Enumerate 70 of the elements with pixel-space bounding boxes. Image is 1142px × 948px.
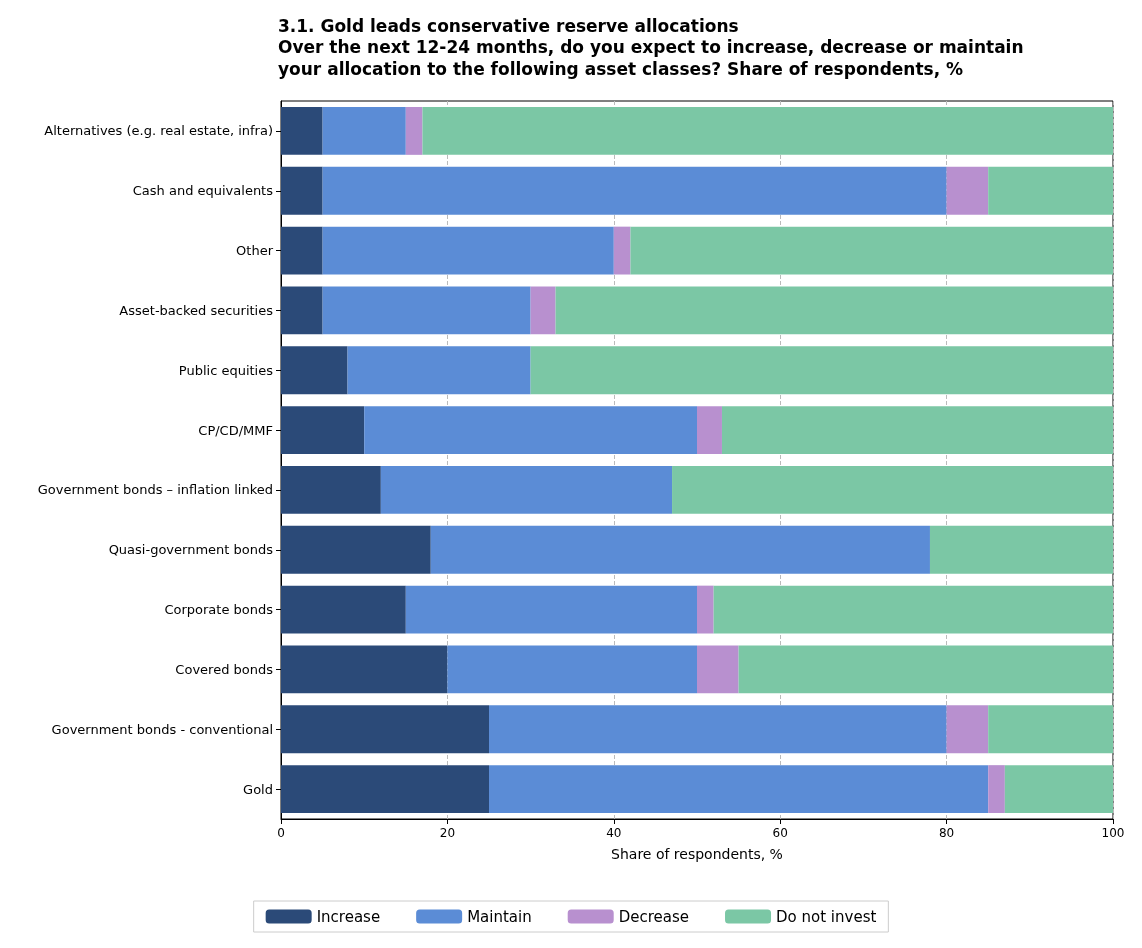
legend-label: Decrease xyxy=(618,907,690,926)
bar xyxy=(405,585,697,634)
bar xyxy=(530,286,556,335)
bar xyxy=(281,286,323,335)
bar xyxy=(613,226,631,275)
bar xyxy=(281,585,406,634)
chart-title: 3.1. Gold leads conservative reserve allocations xyxy=(278,15,739,36)
x-tick-label: 60 xyxy=(772,826,788,840)
bar xyxy=(322,166,947,215)
bar xyxy=(281,166,323,215)
x-tick-label: 100 xyxy=(1101,826,1125,840)
bar xyxy=(281,346,348,395)
bar xyxy=(422,106,1113,155)
bar xyxy=(1004,765,1113,814)
y-tick-label: Gold xyxy=(243,781,273,797)
y-tick-label: Corporate bonds xyxy=(164,602,274,618)
bar xyxy=(430,525,930,574)
bar xyxy=(322,286,531,335)
chart-subtitle: Over the next 12-24 months, do you expect to increase, decrease or maintain your allocation to the following asset classes? Share of respondents, % xyxy=(278,37,1024,79)
x-tick-label: 20 xyxy=(439,826,456,840)
bar xyxy=(281,465,381,514)
bar xyxy=(322,106,406,155)
y-tick-label: Government bonds – inflation linked xyxy=(37,482,273,498)
bar xyxy=(281,645,448,694)
bar xyxy=(672,465,1113,514)
x-axis-title: Share of respondents, % xyxy=(611,846,783,862)
bar xyxy=(489,705,947,754)
x-tick-label: 0 xyxy=(277,826,285,840)
bar xyxy=(697,645,739,694)
bar xyxy=(405,106,423,155)
bar xyxy=(713,585,1113,634)
bar xyxy=(630,226,1113,275)
bar xyxy=(281,705,489,754)
y-tick-label: Asset-backed securities xyxy=(119,302,274,318)
bar xyxy=(281,765,489,814)
bar xyxy=(281,226,323,275)
bar xyxy=(555,286,1113,335)
legend-label: Increase xyxy=(316,907,381,926)
x-tick-label: 80 xyxy=(938,826,955,840)
legend-label: Maintain xyxy=(467,907,532,926)
y-tick-label: Covered bonds xyxy=(175,661,274,677)
bar xyxy=(697,585,714,634)
legend-label: Do not invest xyxy=(776,907,877,926)
bar xyxy=(447,645,697,694)
bar xyxy=(281,406,365,455)
bar xyxy=(988,705,1113,754)
bar xyxy=(322,226,614,275)
bar xyxy=(281,106,323,155)
y-tick-label: Alternatives (e.g. real estate, infra) xyxy=(44,123,273,139)
bar xyxy=(929,525,1113,574)
bar xyxy=(988,765,1005,814)
bar xyxy=(721,406,1113,455)
bar xyxy=(946,705,989,754)
y-tick-label: Public equities xyxy=(178,362,274,378)
bar xyxy=(946,166,989,215)
x-tick-label: 40 xyxy=(606,826,622,840)
y-tick-label: Other xyxy=(236,243,274,259)
bar xyxy=(738,645,1113,694)
y-tick-label: Cash and equivalents xyxy=(132,183,274,199)
bar xyxy=(380,465,673,514)
bar xyxy=(364,406,697,455)
bar xyxy=(697,406,722,455)
y-tick-label: Government bonds - conventional xyxy=(51,721,273,737)
y-tick-label: CP/CD/MMF xyxy=(198,422,273,438)
bar xyxy=(281,525,431,574)
bar xyxy=(489,765,989,814)
bar xyxy=(347,346,531,395)
y-tick-label: Quasi-government bonds xyxy=(108,542,274,558)
bar xyxy=(988,166,1113,215)
bar xyxy=(530,346,1113,395)
